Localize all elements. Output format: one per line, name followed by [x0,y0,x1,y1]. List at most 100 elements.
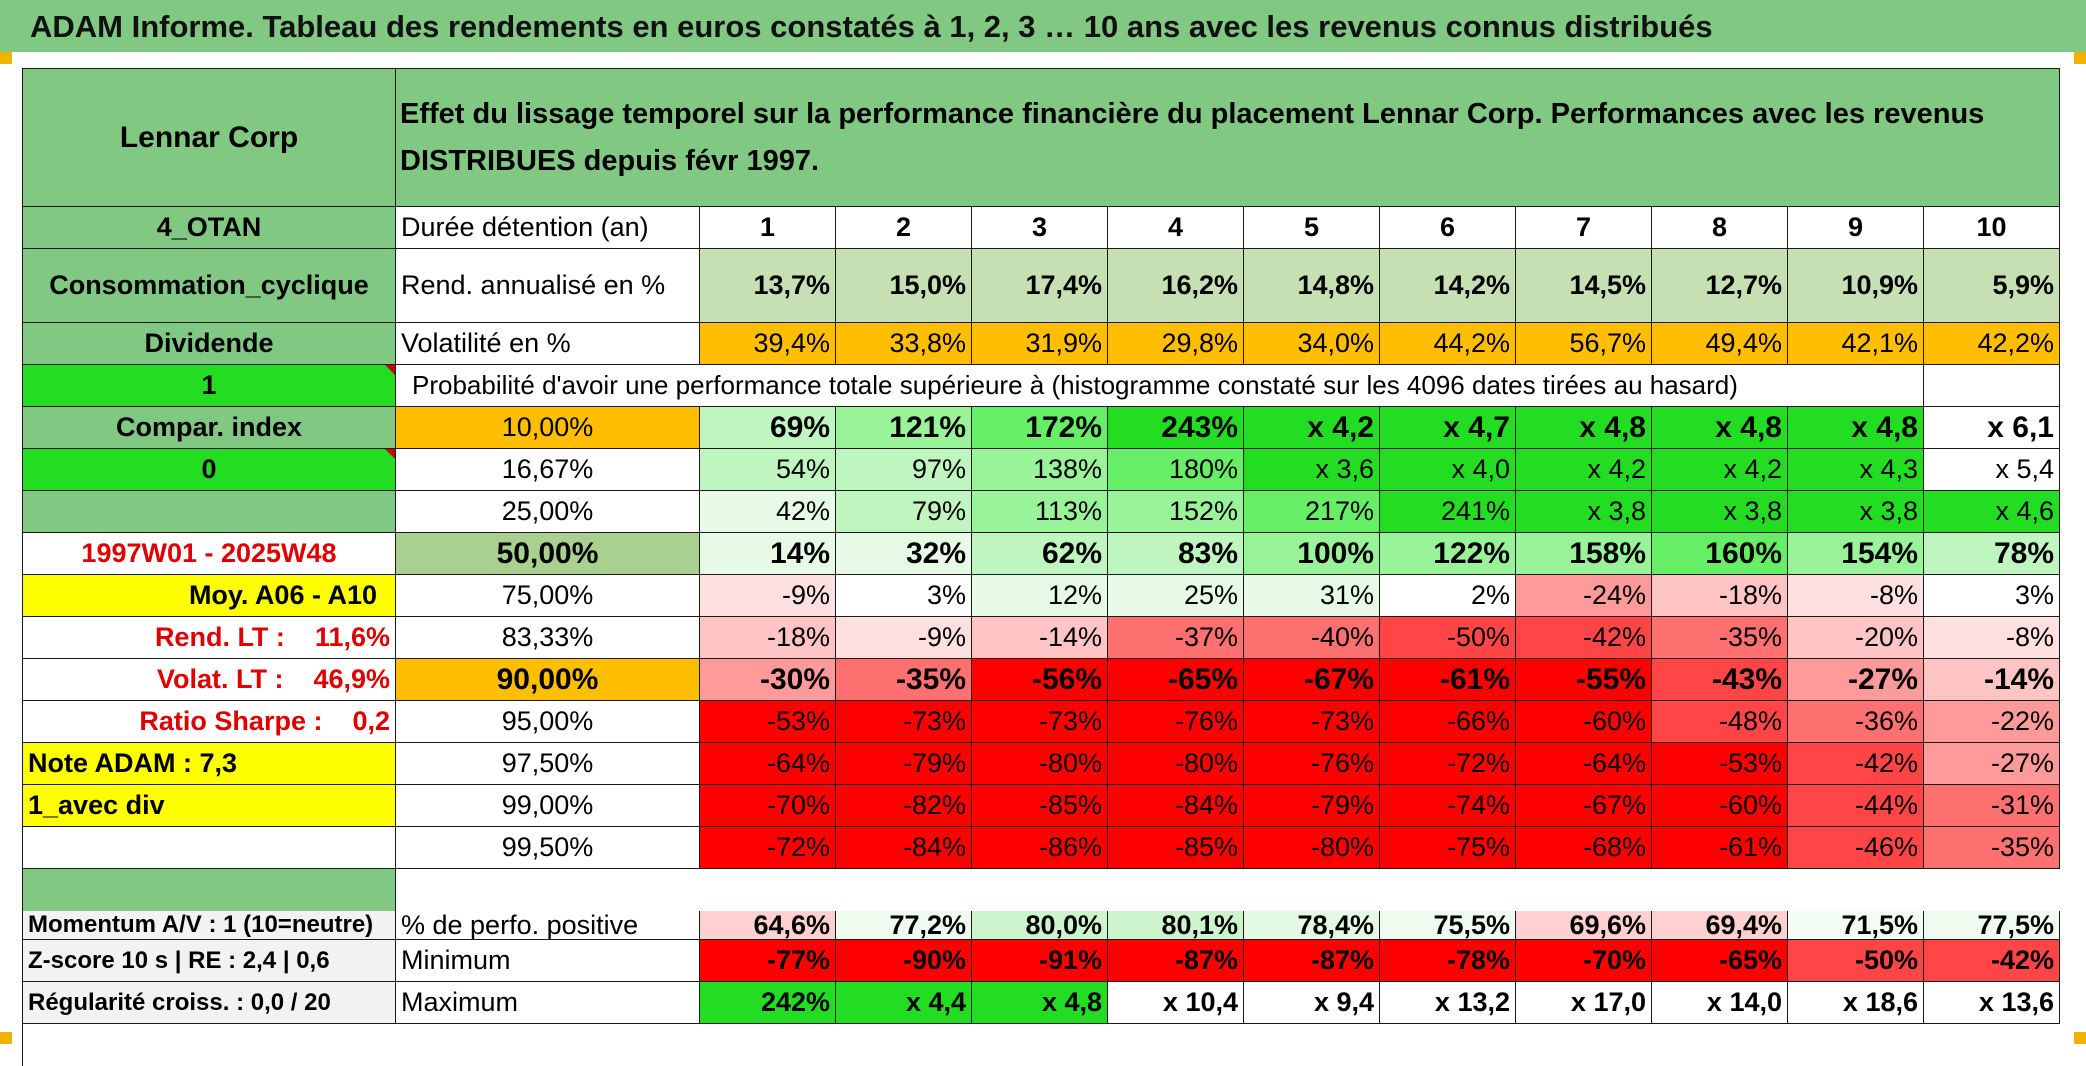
quantile-value: 83% [1108,533,1244,575]
quantile-value: -64% [700,743,836,785]
quantile-value: 180% [1108,449,1244,491]
quantile-value: -43% [1652,659,1788,701]
year-header: 2 [836,207,972,249]
quantile-value: x 4,7 [1380,407,1516,449]
quantile-value: x 4,8 [1516,407,1652,449]
quantile-value: 2% [1380,575,1516,617]
quantile-value: -53% [1652,743,1788,785]
quantile-value: x 3,6 [1244,449,1380,491]
min-value: -77% [700,940,836,982]
moy-label: Moy. A06 - A10 [23,575,396,617]
description-text: Effet du lissage temporel sur la perform… [400,97,1985,177]
quantile-value: 100% [1244,533,1380,575]
duration-label: Durée détention (an) [396,207,700,249]
quantile-value: -61% [1380,659,1516,701]
quantile-label: 95,00% [396,701,700,743]
quantile-value: -37% [1108,617,1244,659]
quantile-value: -66% [1380,701,1516,743]
quantile-value: 42% [700,491,836,533]
year-header: 4 [1108,207,1244,249]
quantile-value: 122% [1380,533,1516,575]
quantile-value: -18% [700,617,836,659]
quantile-value: 14% [700,533,836,575]
quantile-value: -27% [1924,743,2060,785]
rend-value: 5,9% [1924,249,2060,323]
vol-value: 33,8% [836,323,972,365]
max-value: x 17,0 [1516,982,1652,1024]
vol-value: 31,9% [972,323,1108,365]
quantile-value: x 4,2 [1516,449,1652,491]
pos-value: 75,5% [1380,911,1516,940]
quantile-value: -76% [1108,701,1244,743]
quantile-label: 97,50% [396,743,700,785]
quantile-value: 217% [1244,491,1380,533]
quantile-value: x 5,4 [1924,449,2060,491]
min-value: -50% [1788,940,1924,982]
year-header: 6 [1380,207,1516,249]
flag-1[interactable]: 1 [23,365,396,407]
min-value: -91% [972,940,1108,982]
quantile-value: -75% [1380,827,1516,869]
table-description: Effet du lissage temporel sur la perform… [396,69,2060,207]
quantile-value: -72% [1380,743,1516,785]
quantile-value: -20% [1788,617,1924,659]
max-value: x 14,0 [1652,982,1788,1024]
quantile-value: -24% [1516,575,1652,617]
max-value: x 4,4 [836,982,972,1024]
quantile-label: 50,00% [396,533,700,575]
max-value: x 9,4 [1244,982,1380,1024]
min-value: -70% [1516,940,1652,982]
quantile-value: -55% [1516,659,1652,701]
rend-label: Rend. annualisé en % [396,249,700,323]
min-value: -87% [1244,940,1380,982]
quantile-value: -40% [1244,617,1380,659]
quantile-value: x 3,8 [1652,491,1788,533]
quantile-value: -65% [1108,659,1244,701]
quantile-value: 78% [1924,533,2060,575]
quantile-value: 243% [1108,407,1244,449]
rend-value: 13,7% [700,249,836,323]
quantile-value: 32% [836,533,972,575]
rend-value: 12,7% [1652,249,1788,323]
quantile-value: -18% [1652,575,1788,617]
quantile-value: -14% [972,617,1108,659]
quantile-value: -42% [1788,743,1924,785]
flag-2[interactable]: 0 [23,449,396,491]
quantile-value: -36% [1788,701,1924,743]
year-header: 1 [700,207,836,249]
quantile-value: x 4,8 [1652,407,1788,449]
quantile-value: 12% [972,575,1108,617]
quantile-value: -68% [1516,827,1652,869]
rend-value: 15,0% [836,249,972,323]
min-value: -42% [1924,940,2060,982]
sharpe-label: Ratio Sharpe : 0,2 [23,701,396,743]
corner-mark [2074,1032,2086,1044]
quantile-value: 158% [1516,533,1652,575]
separator [396,869,2060,911]
quantile-value: 113% [972,491,1108,533]
vol-value: 42,2% [1924,323,2060,365]
quantile-value: 97% [836,449,972,491]
quantile-value: -70% [700,785,836,827]
vol-value: 39,4% [700,323,836,365]
corner-mark [0,52,12,64]
quantile-value: -76% [1244,743,1380,785]
quantile-label: 99,50% [396,827,700,869]
pos-value: 80,1% [1108,911,1244,940]
quantile-value: x 4,6 [1924,491,2060,533]
performance-table: Lennar Corp Effet du lissage temporel su… [22,68,2060,1066]
quantile-value: 154% [1788,533,1924,575]
quantile-value: -80% [972,743,1108,785]
quantile-value: x 3,8 [1516,491,1652,533]
quantile-value: -61% [1652,827,1788,869]
quantile-value: -9% [700,575,836,617]
quantile-value: x 4,2 [1652,449,1788,491]
rend-value: 17,4% [972,249,1108,323]
quantile-value: -80% [1244,827,1380,869]
quantile-value: 3% [836,575,972,617]
quantile-value: -30% [700,659,836,701]
quantile-value: -9% [836,617,972,659]
avec-div-label: 1_avec div [23,785,396,827]
quantile-value: x 4,8 [1788,407,1924,449]
quantile-value: -50% [1380,617,1516,659]
